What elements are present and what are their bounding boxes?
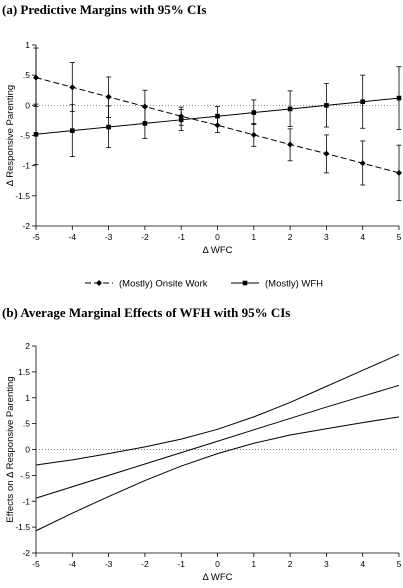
- effect-line: [35, 384, 400, 499]
- chart-b-y-tick-label: -.5: [20, 470, 30, 480]
- data-point: [33, 74, 39, 81]
- data-point: [287, 106, 293, 112]
- chart-a-series-wfh: [33, 66, 402, 165]
- chart-b-y-tick-label: -1: [22, 496, 30, 506]
- data-point: [396, 169, 402, 176]
- chart-b-y-tick-label: 2: [25, 341, 30, 351]
- data-point: [251, 110, 257, 115]
- chart-a-x-tick-label: -2: [141, 232, 149, 242]
- data-point: [324, 103, 329, 108]
- data-point: [250, 131, 257, 138]
- data-point: [287, 141, 294, 148]
- data-point: [323, 150, 330, 157]
- chart-a-x-tick-label: 4: [360, 232, 365, 242]
- ci-lower-line: [35, 416, 400, 532]
- chart-a-x-tick-label: -5: [32, 232, 40, 242]
- chart-a-y-tick-label: 0: [25, 100, 30, 110]
- chart-b-x-tick-label: 2: [288, 559, 293, 569]
- chart-a-x-tick-label: 3: [324, 232, 329, 242]
- chart-b-x-tick-label: 4: [360, 559, 365, 569]
- chart-a-legend: (Mostly) Onsite Work (Mostly) WFH: [85, 279, 323, 290]
- chart-a-x-tick-label: -3: [105, 232, 113, 242]
- data-point: [105, 93, 112, 100]
- chart-b-x-tick-label: -5: [32, 559, 40, 569]
- data-point: [142, 121, 148, 126]
- chart-a-y-tick-label: -.5: [20, 131, 30, 141]
- chart-a-y-axis-label: Δ Responsive Parenting: [5, 85, 16, 186]
- chart-a-x-tick-label: 5: [397, 232, 402, 242]
- chart-b-y-tick-label: .5: [23, 419, 30, 429]
- chart-a-series-onsite: [33, 47, 402, 202]
- data-point: [33, 131, 39, 137]
- legend-label-wfh: (Mostly) WFH: [265, 279, 323, 290]
- data-point: [69, 84, 76, 91]
- data-point: [396, 95, 402, 101]
- chart-b-y-tick-label: 1: [25, 393, 30, 403]
- chart-b-x-tick-label: 0: [215, 559, 220, 569]
- chart-b-y-tick-label: -1.5: [15, 522, 30, 532]
- chart-a-x-tick-label: 1: [251, 232, 256, 242]
- legend-marker-onsite: [96, 280, 102, 286]
- chart-b-x-tick-label: -4: [69, 559, 77, 569]
- chart-a-y-tick-label: 1: [25, 40, 30, 50]
- data-point: [106, 124, 111, 130]
- chart-a-y-tick-label: -1.5: [15, 191, 30, 201]
- chart-a-x-tick-label: -4: [69, 232, 77, 242]
- chart-b-series-marginal-effect: [35, 353, 400, 532]
- chart-b-x-tick-label: -1: [177, 559, 185, 569]
- chart-b-x-tick-label: -2: [141, 559, 149, 569]
- chart-a-x-tick-label: -1: [177, 232, 185, 242]
- chart-b-x-tick-label: 1: [251, 559, 256, 569]
- data-point: [178, 117, 184, 123]
- chart-a-y-tick-label: -1: [22, 161, 30, 171]
- chart-b-x-axis-label: Δ WFC: [202, 572, 232, 583]
- data-point: [70, 128, 75, 133]
- panel-a-title: (a) Predictive Margins with 95% CIs: [2, 2, 207, 17]
- chart-b-x-tick-label: 3: [324, 559, 329, 569]
- legend-marker-wfh: [242, 280, 248, 286]
- chart-b-y-tick-label: 1.5: [18, 367, 30, 377]
- chart-b-y-tick-label: 0: [25, 445, 30, 455]
- chart-b-x-tick-label: -3: [105, 559, 113, 569]
- chart-a-x-tick-label: 0: [215, 232, 220, 242]
- data-point: [359, 160, 366, 167]
- chart-b-y-axis-label: Effects on Δ Responsive Parenting: [5, 376, 16, 522]
- data-point: [360, 99, 365, 105]
- chart-b-x-tick-label: 5: [397, 559, 402, 569]
- chart-a-y-tick-label: .5: [23, 70, 30, 80]
- chart-a-x-tick-label: 2: [288, 232, 293, 242]
- chart-a-y-tick-label: -2: [22, 221, 30, 231]
- data-point: [215, 113, 220, 119]
- ci-upper-line: [35, 353, 400, 466]
- chart-a-x-axis-label: Δ WFC: [202, 245, 232, 256]
- chart-b-y-tick-label: -2: [22, 548, 30, 558]
- panel-b-title: (b) Average Marginal Effects of WFH with…: [2, 305, 291, 320]
- legend-label-onsite: (Mostly) Onsite Work: [119, 279, 208, 290]
- chart-b: 21.51.50-.5-1-1.5-2-5 -4 -3 -2 -1 0 1 2 3 4 5Δ WFC…: [5, 341, 402, 583]
